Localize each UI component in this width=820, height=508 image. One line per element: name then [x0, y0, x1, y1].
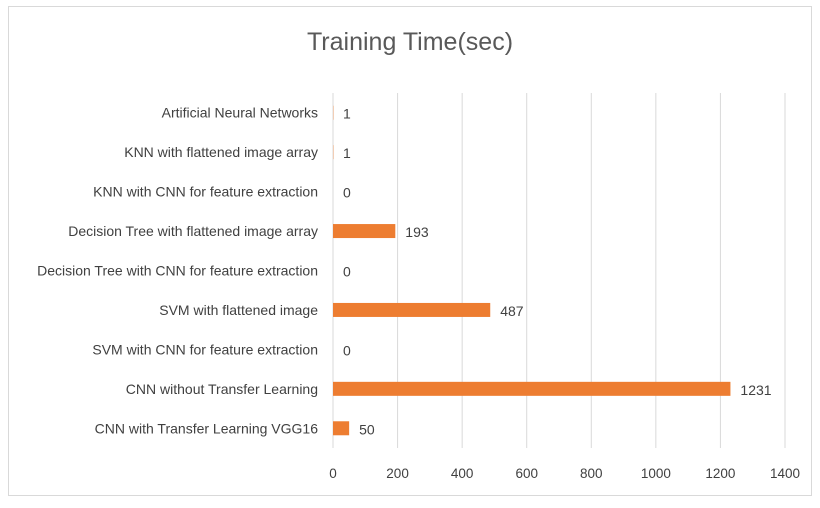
x-tick-label: 1400 — [770, 466, 800, 481]
x-tick-label: 800 — [580, 466, 603, 481]
category-label: CNN with Transfer Learning VGG16 — [95, 420, 319, 436]
category-label: Artificial Neural Networks — [162, 105, 318, 121]
data-label: 193 — [405, 224, 429, 240]
category-label: KNN with flattened image array — [124, 144, 318, 160]
category-label: Decision Tree with flattened image array — [68, 223, 318, 239]
category-label: SVM with CNN for feature extraction — [92, 341, 318, 357]
x-tick-label: 0 — [329, 466, 337, 481]
category-label: SVM with flattened image — [159, 302, 318, 318]
x-tick-label: 1000 — [641, 466, 671, 481]
chart-frame — [8, 6, 812, 496]
category-label: Decision Tree with CNN for feature extra… — [37, 263, 318, 279]
data-label: 1231 — [740, 382, 771, 398]
x-tick-label: 400 — [451, 466, 474, 481]
x-tick-label: 600 — [515, 466, 538, 481]
data-label: 50 — [359, 421, 375, 437]
category-label: CNN without Transfer Learning — [126, 381, 318, 397]
x-tick-label: 1200 — [705, 466, 735, 481]
data-label: 0 — [343, 342, 351, 358]
bar — [333, 421, 350, 436]
category-label: KNN with CNN for feature extraction — [93, 184, 318, 200]
data-label: 0 — [343, 185, 351, 201]
data-label: 1 — [343, 106, 351, 122]
data-label: 1 — [343, 145, 351, 161]
data-label: 0 — [343, 264, 351, 280]
bar — [333, 381, 731, 396]
x-tick-label: 200 — [386, 466, 409, 481]
bar — [333, 302, 491, 317]
chart-title: Training Time(sec) — [306, 28, 514, 56]
data-label: 487 — [500, 303, 524, 319]
bar — [333, 224, 396, 239]
